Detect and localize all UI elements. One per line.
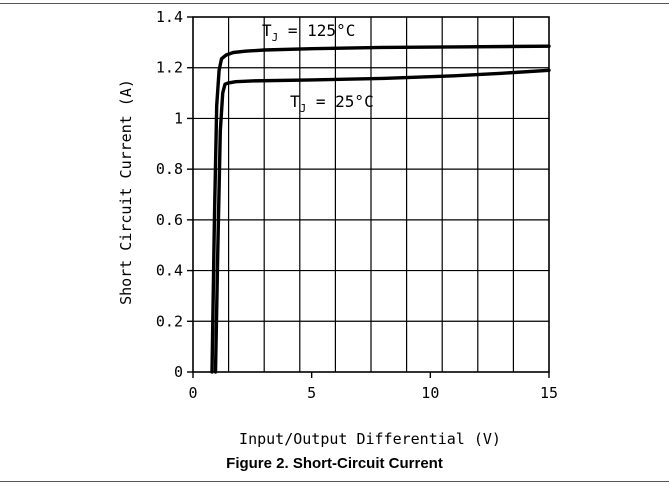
grid [193,17,549,372]
svg-text:TJ = 125°C: TJ = 125°C [262,21,355,44]
bottom-rule [0,481,669,482]
svg-text:TJ = 25°C: TJ = 25°C [290,92,374,115]
y-tick-label: 1 [174,109,183,127]
short-circuit-current-chart: 00.20.40.60.811.21.40 5 10 15 TJ = 125°C TJ… [117,8,558,448]
y-tick-label: 0.8 [156,160,183,178]
x-axis-title: Input/Output Differential (V) [239,430,501,448]
series-label-25c-rest: = 25°C [306,92,373,111]
y-tick-label: 0.4 [156,262,183,280]
x-tick-label: 5 [307,384,316,402]
series-label-125c-main: T [262,21,272,40]
series-label-25c-sub: J [300,102,307,115]
figure-caption: Figure 2. Short-Circuit Current [226,455,443,472]
y-tick-label: 0.6 [156,211,183,229]
top-rule [0,3,669,4]
series-label-125c-sub: J [272,31,279,44]
y-tick-label: 0 [174,363,183,381]
y-axis-title: Short Circuit Current (A) [117,79,135,305]
plot-frame [192,16,550,373]
y-tick-label: 1.2 [156,59,183,77]
series-label-125c-rest: = 125°C [278,21,355,40]
y-tick-label: 1.4 [156,8,183,26]
axes: 0 0.2 0.4 0.6 0.8 1 1.2 1.4 0 5 10 15 [156,8,558,402]
x-tick-label: 0 [188,384,197,402]
series [210,44,551,374]
x-tick-label: 15 [540,384,558,402]
series-label-125c: TJ = 125°C [262,21,355,44]
y-tick-label: 0.2 [156,312,183,330]
series-label-25c-main: T [290,92,300,111]
series-line-25c [213,68,551,374]
series-label-25c: TJ = 25°C [290,92,374,115]
series-line-125c [210,44,551,374]
x-tick-label: 10 [421,384,439,402]
